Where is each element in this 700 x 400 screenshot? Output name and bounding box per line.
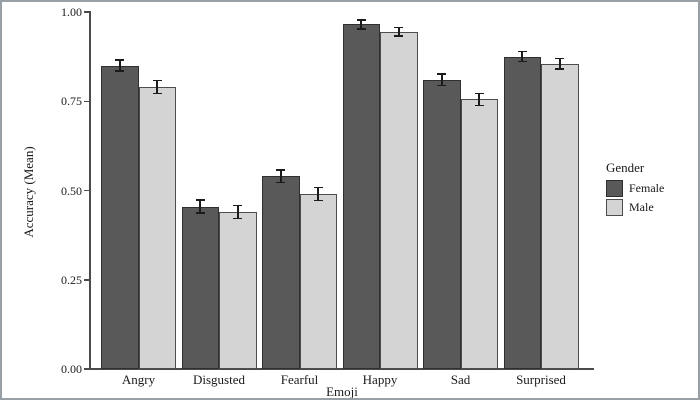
error-bar-stem xyxy=(199,200,202,213)
error-bar-cap-bottom xyxy=(555,68,565,70)
bar-male-fearful xyxy=(299,194,337,369)
error-bar-cap-top xyxy=(356,19,366,21)
bar-female-surprised xyxy=(503,56,541,369)
error-bar-cap-top xyxy=(474,92,484,95)
bar-male-angry xyxy=(138,86,176,369)
legend-label-male: Male xyxy=(629,200,654,214)
error-bar-stem xyxy=(317,187,320,201)
y-axis-title: Accuracy (Mean) xyxy=(21,146,36,238)
error-bar-cap-bottom xyxy=(313,199,323,202)
legend-label-female: Female xyxy=(629,181,665,195)
error-bar-stem xyxy=(118,60,121,71)
y-axis-line xyxy=(89,11,91,370)
y-axis-tick xyxy=(84,11,89,13)
error-bar-cap-bottom xyxy=(195,212,205,214)
error-bar-stem xyxy=(360,20,363,29)
y-tick-label: 0.25 xyxy=(61,272,82,287)
x-axis-title: Emoji xyxy=(326,384,358,399)
error-bar-stem xyxy=(558,58,561,70)
error-bar-stem xyxy=(478,93,481,106)
error-bar-cap-bottom xyxy=(115,70,125,72)
x-category-label: Happy xyxy=(362,372,398,387)
error-bar-stem xyxy=(397,27,400,36)
bar-female-happy xyxy=(342,24,380,369)
error-bar-cap-bottom xyxy=(437,84,447,87)
x-axis-line xyxy=(89,368,594,370)
error-bar-cap-top xyxy=(437,73,447,75)
y-axis-tick xyxy=(84,368,89,370)
bar-male-disgusted xyxy=(219,211,257,369)
legend-swatch-male xyxy=(606,199,623,216)
error-bar-cap-top xyxy=(517,50,527,53)
error-bar-stem xyxy=(440,74,443,86)
bar-female-angry xyxy=(101,65,139,369)
legend-entry-male: Male xyxy=(606,199,664,216)
legend-entries: Female Male xyxy=(606,180,664,216)
y-tick-label: 0.75 xyxy=(61,94,82,109)
x-category-label: Disgusted xyxy=(193,372,245,387)
error-bar-cap-top xyxy=(195,199,205,201)
bar-male-happy xyxy=(380,31,418,369)
error-bar-cap-top xyxy=(313,186,323,189)
legend-entry-female: Female xyxy=(606,180,664,197)
y-axis-tick xyxy=(84,279,89,281)
x-category-label: Fearful xyxy=(280,372,319,387)
bar-female-sad xyxy=(423,79,461,369)
legend: Gender Female Male xyxy=(606,160,664,218)
error-bar-cap-bottom xyxy=(276,181,286,184)
x-category-label: Angry xyxy=(121,372,156,387)
error-bar-cap-bottom xyxy=(517,60,527,63)
legend-title: Gender xyxy=(606,160,645,175)
x-category-label: Sad xyxy=(450,372,471,387)
y-tick-label: 1.00 xyxy=(61,5,82,19)
y-tick-label: 0.50 xyxy=(61,183,82,198)
bar-female-disgusted xyxy=(181,206,219,369)
error-bar-cap-bottom xyxy=(394,35,404,37)
bar-male-surprised xyxy=(541,63,579,369)
bar-female-fearful xyxy=(262,176,300,369)
error-bar-cap-bottom xyxy=(474,104,484,107)
error-bar-stem xyxy=(236,205,239,219)
legend-swatch-female xyxy=(606,180,623,197)
error-bar-cap-top xyxy=(152,79,162,82)
error-bar-cap-bottom xyxy=(152,92,162,95)
error-bar-cap-top xyxy=(233,204,243,207)
y-tick-label: 0.00 xyxy=(61,362,82,376)
y-axis-tick xyxy=(84,189,89,192)
error-bar-cap-top xyxy=(115,59,125,61)
error-bar-cap-bottom xyxy=(356,27,366,30)
error-bar-cap-top xyxy=(555,57,565,60)
x-category-label: Surprised xyxy=(516,372,566,387)
error-bar-cap-bottom xyxy=(233,217,243,220)
error-bar-cap-top xyxy=(394,26,404,29)
error-bar-stem xyxy=(521,51,524,62)
error-bar-cap-top xyxy=(276,168,286,171)
error-bar-stem xyxy=(156,80,159,94)
bar-male-sad xyxy=(460,99,498,369)
error-bar-stem xyxy=(279,169,282,183)
y-axis-tick xyxy=(84,100,89,102)
